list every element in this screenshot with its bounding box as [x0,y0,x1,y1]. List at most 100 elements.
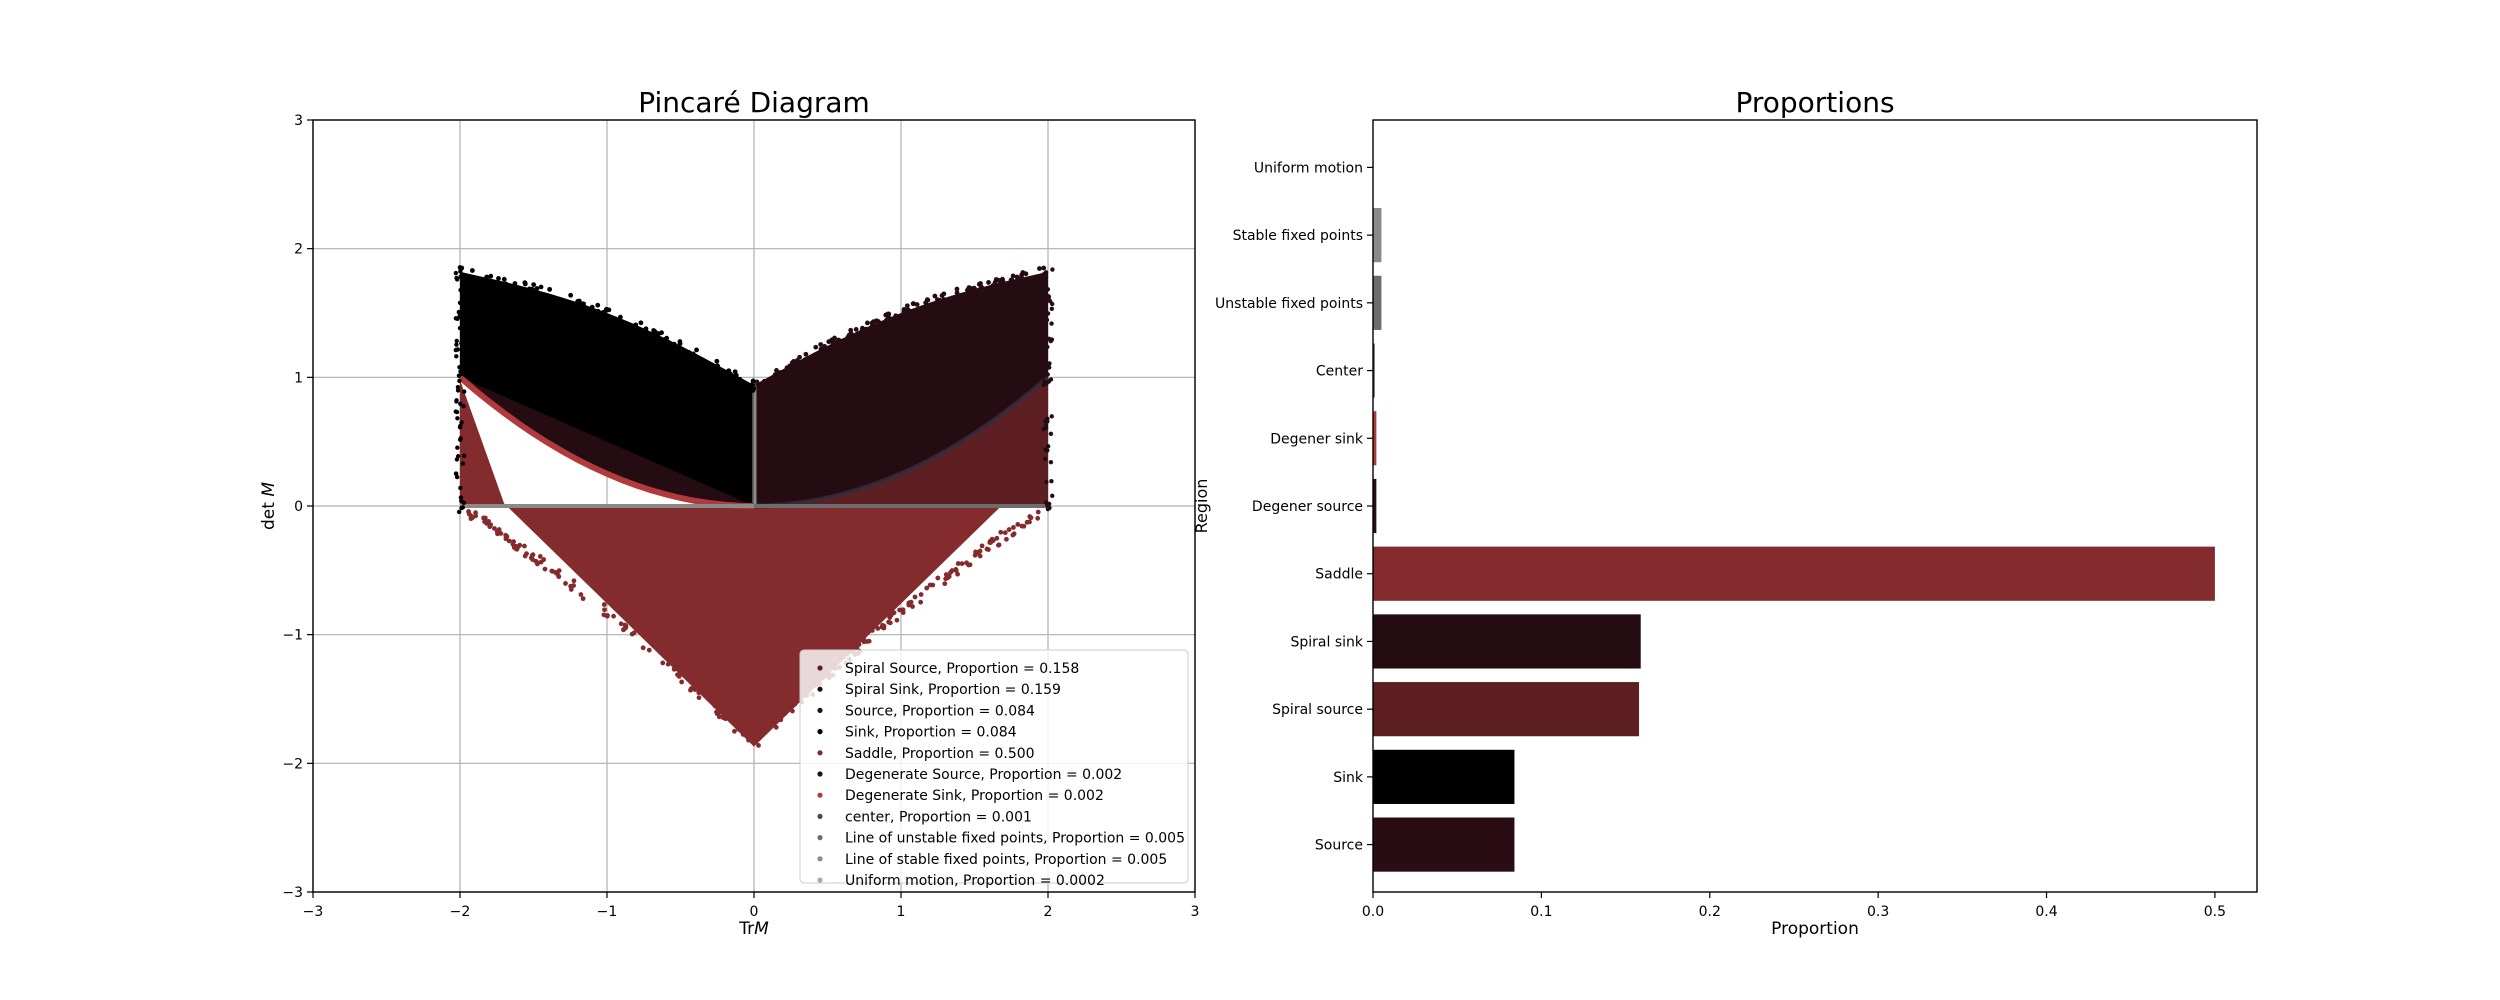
scatter-point [835,339,841,345]
scatter-point [937,297,943,303]
scatter-point [803,351,809,357]
scatter-point [1049,414,1054,419]
scatter-point [1042,274,1048,279]
x-tick-label: 0 [750,904,759,920]
scatter-point [670,660,676,666]
scatter-point [531,282,537,288]
scatter-point [1044,381,1049,386]
scatter-point [1002,530,1008,536]
scatter-point [866,638,872,644]
category-label: Stable fixed points [1233,228,1363,244]
y-tick-label: 0 [294,499,303,515]
scatter-point [460,461,466,466]
scatter-point [986,547,991,552]
scatter-point [794,358,800,363]
scatter-point [455,384,461,390]
scatter-point [926,306,931,312]
y-tick-label: −3 [282,885,303,901]
scatter-point [979,284,984,290]
scatter-point [606,307,612,313]
scatter-point [646,647,652,653]
scatter-point [454,277,460,282]
scatter-point [935,575,941,581]
scatter-point [665,339,671,345]
scatter-point [1048,377,1054,382]
scatter-point [948,570,953,575]
y-tick-label: −2 [282,756,303,772]
scatter-point [457,425,463,430]
scatter-point [813,344,819,350]
scatter-point [618,621,624,627]
scatter-point [522,280,528,286]
scatter-point [1028,515,1034,521]
scatter-point [990,287,995,293]
scatter-point [1042,364,1048,370]
scatter-point [459,498,464,504]
scatter-x-axis-label: TrM [738,919,769,939]
legend-entry: Degenerate Source, Proportion = 0.002 [845,767,1122,783]
scatter-point [918,599,924,605]
scatter-legend: Spiral Source, Proportion = 0.158 Spiral … [799,649,1189,889]
scatter-point [751,386,757,391]
scatter-point [457,300,463,306]
scatter-point [900,607,906,613]
scatter-point [905,307,911,313]
scatter-point [730,716,736,722]
scatter-point [792,701,798,707]
scatter-point [791,359,797,364]
scatter-point [946,574,952,579]
scatter-point [709,362,715,368]
scatter-point [458,269,463,274]
scatter-point [482,519,488,525]
y-tick-label: 3 [294,113,303,129]
scatter-point [1010,273,1016,279]
scatter-point [1050,493,1055,499]
scatter-point [949,295,955,301]
scatter-point [1045,344,1050,350]
category-label: Sink [1333,770,1364,786]
scatter-point [507,287,513,292]
scatter-point [929,303,935,309]
scatter-point [715,363,720,369]
scatter-point [579,301,585,307]
scatter-point [869,324,875,330]
scatter-point [1045,416,1050,421]
scatter-point [998,529,1004,535]
scatter-point [460,353,465,358]
scatter-y-ticks: −3 −2 −1 0 1 2 3 [282,113,313,901]
scatter-point [954,290,960,296]
bar [1373,682,1640,737]
category-label: Uniform motion [1254,160,1363,176]
scatter-point [1006,527,1012,532]
scatter-point [793,364,799,370]
scatter-point [953,567,959,572]
degenerate-sink-curve [458,375,755,509]
scatter-point [455,416,460,421]
scatter-point [484,274,490,280]
scatter-point [700,360,706,366]
scatter-point [660,660,666,666]
scatter-point [1045,372,1050,377]
scatter-point [1041,331,1046,336]
scatter-point [1035,509,1041,515]
scatter-point [477,278,482,283]
legend-marker [817,686,823,692]
scatter-point [1050,267,1055,272]
scatter-point [756,384,762,390]
legend-entry: Degenerate Sink, Proportion = 0.002 [845,788,1104,804]
scatter-point [601,602,607,607]
scatter-point [498,531,504,536]
scatter-point [977,548,983,554]
scatter-point [547,286,553,292]
scatter-point [973,291,979,297]
scatter-point [563,581,568,586]
legend-entry: Sink, Proportion = 0.084 [845,725,1017,741]
category-label: Spiral sink [1290,634,1363,650]
scatter-y-axis-label: det M [259,482,279,530]
scatter-point [732,728,737,734]
scatter-point [737,376,743,382]
scatter-point [458,437,463,442]
scatter-point [893,313,899,319]
scatter-point [750,378,756,384]
saddle-region [460,379,1048,747]
